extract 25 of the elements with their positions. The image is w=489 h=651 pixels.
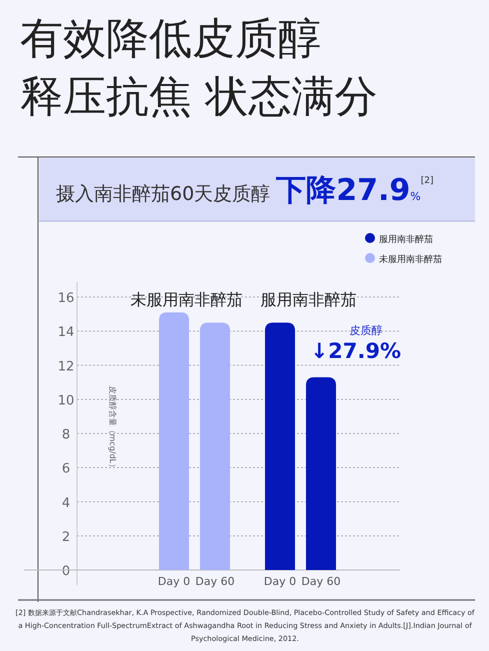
annotation: 未服用南非醉茄 <box>130 290 242 309</box>
x-tick-label: Day 0 <box>264 575 296 588</box>
x-tick-label: Day 60 <box>301 575 341 588</box>
x-tick-label: Day 60 <box>195 575 235 588</box>
annotation: ↓27.9% <box>310 339 401 363</box>
legend-label: 未服用南非醉茄 <box>379 254 442 265</box>
chart-title: 有效降低皮质醇 <box>20 13 321 66</box>
y-tick-label: 14 <box>58 325 74 340</box>
y-tick-label: 4 <box>62 496 70 511</box>
y-tick-label: 8 <box>62 428 70 442</box>
bar <box>306 377 336 570</box>
bar <box>265 322 295 570</box>
y-tick-label: 6 <box>62 462 70 477</box>
y-axis-title: 皮质醇含量（mcg/dL） <box>108 386 117 472</box>
y-tick-label: 16 <box>58 291 74 306</box>
chart-subtitle: 释压抗焦 状态满分 <box>20 71 378 124</box>
x-tick-label: Day 0 <box>158 575 190 588</box>
bar <box>159 312 189 570</box>
annotation: 服用南非醉茄 <box>260 290 356 309</box>
y-tick-label: 12 <box>58 359 74 374</box>
text: 皮质醇 <box>350 324 382 337</box>
bar <box>200 322 230 570</box>
y-tick-label: 2 <box>62 530 70 545</box>
y-tick-label: 10 <box>58 393 74 408</box>
legend-label: 服用南非醉茄 <box>379 234 433 245</box>
